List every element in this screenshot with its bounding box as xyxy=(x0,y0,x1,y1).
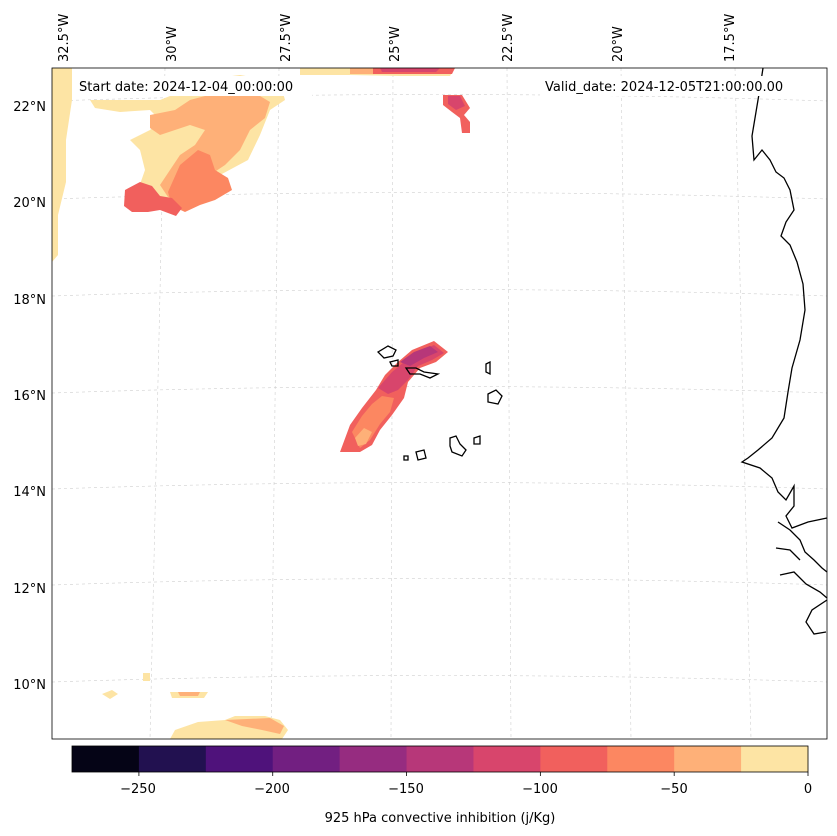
lat-labels: 22°N 20°N 18°N 16°N 14°N 12°N 10°N xyxy=(13,100,46,693)
lon-label: 27.5°W xyxy=(279,14,294,62)
colorbar-tick-label: −200 xyxy=(254,782,290,797)
africa-coastline xyxy=(740,67,828,635)
meridian-27-5w xyxy=(270,67,280,740)
contour-ne-blob-inner xyxy=(448,96,465,110)
parallel-10n xyxy=(51,675,828,683)
parallel-16n xyxy=(51,386,828,394)
lon-label: 20°W xyxy=(611,26,626,62)
valid-date-box xyxy=(540,76,804,96)
island-boa-vista xyxy=(487,389,503,405)
lat-label: 20°N xyxy=(13,196,46,211)
contour-nw-salmon xyxy=(168,150,232,212)
lat-label: 18°N xyxy=(13,293,46,308)
lat-label: 16°N xyxy=(13,389,46,404)
start-date-label: Start date: 2024-12-04_00:00:00 xyxy=(79,80,293,95)
lat-label: 14°N xyxy=(13,485,46,500)
colorbar-tick-label: 0 xyxy=(804,782,812,797)
colorbar-frame xyxy=(71,745,809,773)
parallel-18n xyxy=(51,289,828,297)
contour-cv-magenta xyxy=(378,345,444,394)
parallel-14n xyxy=(51,482,828,490)
africa-coastline-detail xyxy=(775,521,828,599)
lon-label: 17.5°W xyxy=(723,14,738,62)
colorbar xyxy=(71,745,809,776)
colorbar-tick-label: −250 xyxy=(120,782,156,797)
colorbar-segment xyxy=(674,746,742,772)
colorbar-segment xyxy=(138,746,207,772)
contour-nw-light-strip xyxy=(52,68,72,262)
colorbar-ticks: −250 −200 −150 −100 −50 0 xyxy=(120,782,812,797)
map-frame xyxy=(51,67,828,740)
contour-s-dot xyxy=(102,690,118,699)
lon-label: 22.5°W xyxy=(501,14,516,62)
lon-labels: 32.5°W 30°W 27.5°W 25°W 22.5°W 20°W 17.5… xyxy=(57,14,738,62)
meridian-30w xyxy=(149,67,166,740)
valid-date-label: Valid_date: 2024-12-05T21:00:00.00 xyxy=(545,80,783,95)
lat-label: 12°N xyxy=(13,582,46,597)
cinh-contours xyxy=(52,68,470,739)
colorbar-segment xyxy=(473,746,541,772)
coastlines xyxy=(376,67,828,635)
meridian-22-5w xyxy=(506,67,512,740)
lon-label: 32.5°W xyxy=(57,14,72,62)
parallel-22n xyxy=(51,94,828,102)
contour-nw-magenta xyxy=(380,68,440,72)
contour-nw-red xyxy=(124,182,182,216)
parallel-12n xyxy=(51,578,828,586)
lat-label: 22°N xyxy=(13,100,46,115)
lon-label: 30°W xyxy=(165,26,180,62)
lon-label: 25°W xyxy=(388,26,403,62)
colorbar-segment xyxy=(607,746,675,772)
colorbar-segment xyxy=(272,746,341,772)
island-brava xyxy=(403,455,409,461)
island-sao-vicente xyxy=(389,359,399,367)
island-santo-antao xyxy=(376,345,397,359)
colorbar-segment xyxy=(741,746,809,772)
start-date-box xyxy=(72,76,312,96)
colorbar-segment xyxy=(72,746,140,772)
island-santiago xyxy=(449,435,467,457)
colorbar-tick-label: −50 xyxy=(660,782,687,797)
contour-s-bar-orange xyxy=(178,692,200,696)
island-sal xyxy=(485,360,491,376)
colorbar-tick-label: −100 xyxy=(522,782,558,797)
colorbar-segment xyxy=(339,746,408,772)
colorbar-segment xyxy=(406,746,474,772)
island-fogo xyxy=(415,449,427,461)
meridian-20w xyxy=(620,67,632,740)
contour-s-bottom-orange xyxy=(225,718,284,734)
contour-cv-orange xyxy=(355,428,372,446)
colorbar-title: 925 hPa convective inhibition (j/Kg) xyxy=(325,811,556,826)
colorbar-tick-label: −150 xyxy=(388,782,424,797)
colorbar-segment xyxy=(540,746,608,772)
island-maio xyxy=(473,435,481,445)
island-sao-nicolau xyxy=(404,367,441,379)
colorbar-segment xyxy=(205,746,274,772)
contour-s-speck xyxy=(143,673,150,681)
meridian-25w xyxy=(390,67,394,740)
contour-cv-violet xyxy=(400,346,438,366)
meridian-17-5w xyxy=(734,67,752,740)
lat-label: 10°N xyxy=(13,678,46,693)
